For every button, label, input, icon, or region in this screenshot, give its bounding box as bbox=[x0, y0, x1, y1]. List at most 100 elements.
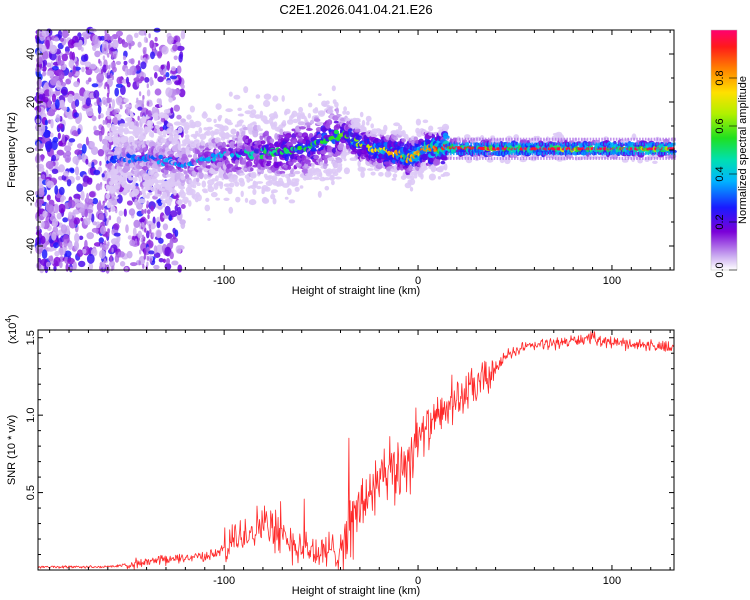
ridge-cell bbox=[263, 119, 270, 125]
noise-cell bbox=[78, 112, 83, 122]
ridge-cell bbox=[150, 186, 156, 192]
ridge-cell bbox=[414, 172, 418, 179]
ridge-cell bbox=[311, 151, 316, 155]
noise-cell bbox=[156, 230, 162, 238]
noise-cell bbox=[137, 115, 140, 121]
noise-cell bbox=[156, 221, 161, 229]
noise-cell bbox=[102, 266, 105, 272]
noise-cell bbox=[107, 70, 110, 76]
noise-cell bbox=[88, 262, 94, 271]
ridge-cell bbox=[288, 172, 296, 177]
ridge-envelope bbox=[575, 142, 577, 146]
noise-cell bbox=[138, 260, 141, 266]
ridge-envelope bbox=[519, 137, 522, 141]
noise-cell bbox=[152, 216, 156, 225]
ridge-cell bbox=[206, 117, 212, 123]
noise-cell bbox=[157, 204, 163, 210]
ridge-cell bbox=[444, 126, 449, 131]
ridge-cell bbox=[298, 126, 306, 130]
ridge-cell bbox=[331, 180, 335, 186]
noise-cell bbox=[63, 239, 68, 248]
noise-cell bbox=[50, 132, 54, 138]
noise-cell bbox=[45, 261, 51, 268]
ridge-envelope bbox=[516, 156, 519, 160]
ridge-cell bbox=[228, 91, 233, 97]
spectrogram-cells bbox=[34, 26, 677, 274]
noise-cell bbox=[49, 40, 53, 51]
noise-cell bbox=[68, 138, 76, 143]
ridge-cell bbox=[141, 115, 146, 123]
noise-cell bbox=[126, 200, 133, 206]
ridge-cell bbox=[142, 147, 148, 152]
ridge-envelope bbox=[612, 137, 615, 141]
ridge-envelope bbox=[604, 137, 606, 141]
ridge-envelope bbox=[572, 156, 574, 160]
noise-cell bbox=[153, 252, 161, 258]
ridge-envelope bbox=[464, 156, 467, 160]
noise-cell bbox=[71, 130, 78, 137]
noise-cell bbox=[180, 204, 186, 209]
ridge-envelope bbox=[490, 142, 493, 146]
ridge-envelope bbox=[586, 152, 589, 156]
ridge-cell bbox=[270, 193, 276, 200]
ridge-cell bbox=[409, 178, 416, 186]
noise-cell bbox=[101, 215, 105, 221]
noise-cell bbox=[173, 55, 178, 61]
ridge-cell bbox=[223, 197, 230, 201]
ridge-envelope bbox=[473, 137, 475, 141]
ridge-cell bbox=[318, 110, 325, 117]
ridge-envelope bbox=[455, 142, 458, 146]
noise-cell bbox=[38, 166, 45, 172]
ridge-envelope bbox=[671, 152, 673, 156]
ridge-cell bbox=[193, 134, 198, 140]
ridge-cell bbox=[314, 107, 318, 112]
ridge-envelope bbox=[554, 137, 557, 141]
ridge-cell bbox=[308, 102, 313, 108]
ridge-cell bbox=[116, 136, 121, 140]
ridge-cell bbox=[272, 95, 279, 102]
ridge-cell bbox=[238, 113, 244, 117]
ridge-envelope bbox=[659, 156, 662, 160]
ridge-envelope bbox=[519, 152, 522, 156]
ridge-cell bbox=[154, 179, 160, 184]
ridge-envelope bbox=[464, 137, 467, 141]
noise-cell bbox=[106, 92, 110, 98]
noise-cell bbox=[122, 55, 127, 61]
ridge-cell bbox=[250, 171, 257, 179]
noise-cell bbox=[98, 114, 101, 120]
ridge-envelope bbox=[531, 156, 534, 160]
noise-cell bbox=[51, 154, 57, 162]
noise-cell bbox=[102, 64, 107, 73]
ridge-cell bbox=[230, 128, 237, 135]
ridge-cell bbox=[266, 160, 272, 164]
noise-cell bbox=[75, 202, 82, 208]
ridge-cell bbox=[164, 114, 169, 121]
noise-cell bbox=[64, 250, 72, 258]
noise-cell bbox=[72, 261, 77, 271]
ridge-cell bbox=[106, 201, 111, 209]
noise-cell bbox=[141, 234, 145, 240]
noise-cell bbox=[97, 149, 105, 157]
ridge-envelope bbox=[499, 142, 502, 146]
noise-cell bbox=[45, 39, 50, 50]
noise-cell bbox=[132, 227, 137, 237]
ridge-envelope bbox=[525, 152, 528, 156]
noise-cell bbox=[111, 36, 114, 42]
noise-cell bbox=[53, 242, 59, 249]
ridge-envelope bbox=[543, 142, 545, 146]
noise-cell bbox=[161, 45, 169, 55]
noise-cell bbox=[75, 60, 79, 67]
noise-cell bbox=[140, 112, 143, 117]
ridge-cell bbox=[215, 197, 221, 201]
ridge-envelope bbox=[578, 142, 580, 146]
ridge-envelope bbox=[514, 137, 516, 141]
ridge-cell bbox=[319, 172, 323, 178]
noise-cell bbox=[181, 84, 185, 90]
noise-cell bbox=[99, 101, 102, 107]
ridge-envelope bbox=[610, 152, 612, 156]
noise-cell bbox=[65, 150, 72, 157]
ridge-envelope bbox=[636, 156, 638, 160]
ridge-cell bbox=[420, 173, 424, 180]
noise-cell bbox=[166, 258, 170, 265]
noise-cell bbox=[94, 50, 101, 58]
